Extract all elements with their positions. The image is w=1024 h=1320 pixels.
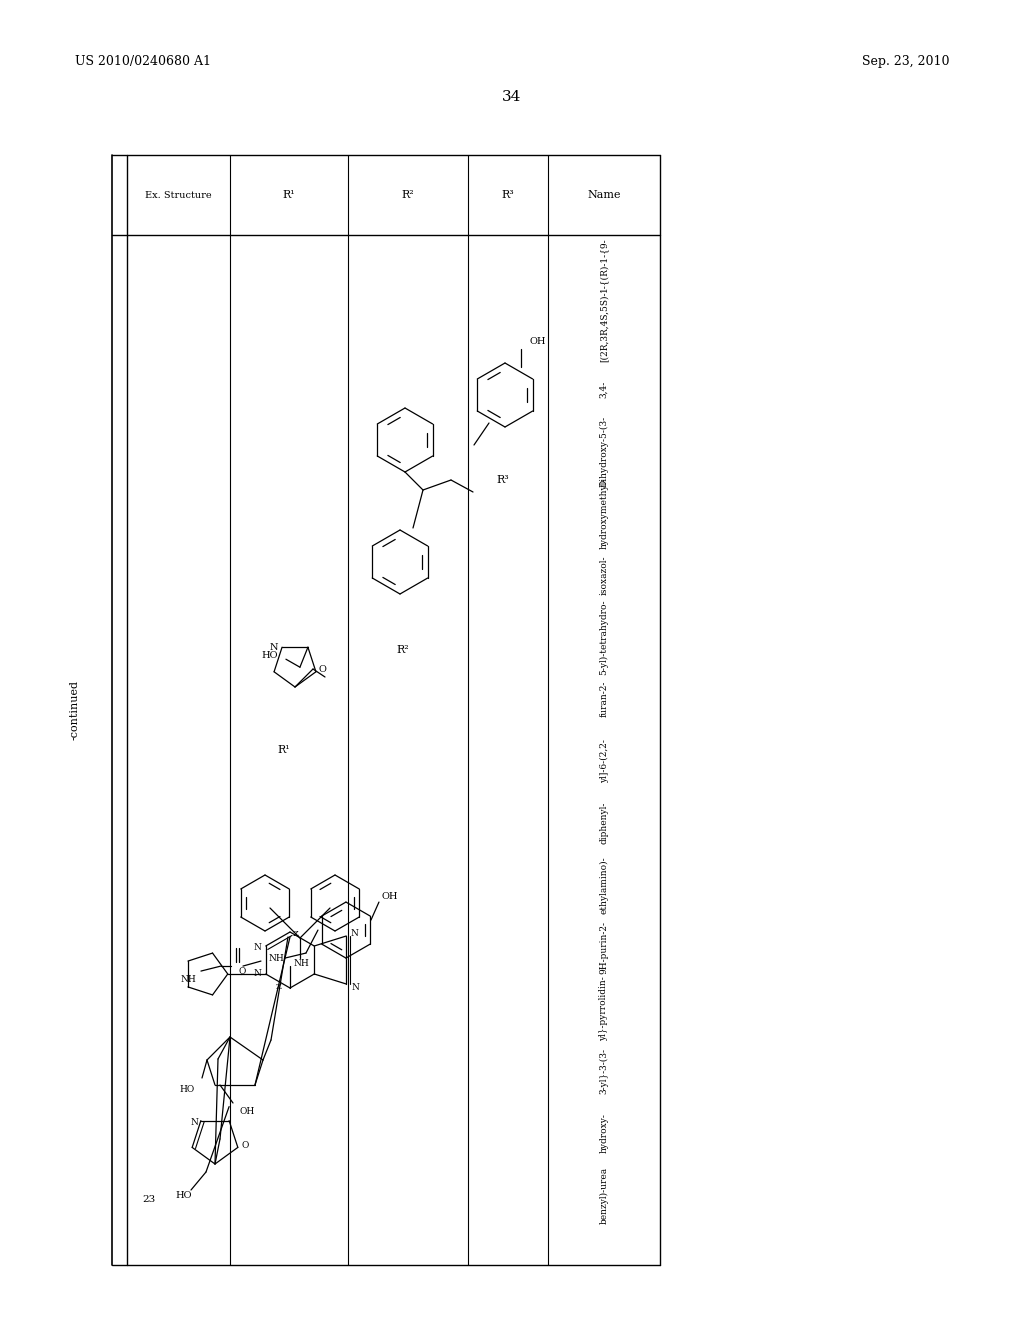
Text: R²: R² [396, 645, 410, 655]
Text: hydroxymethyl-: hydroxymethyl- [599, 478, 608, 549]
Text: ethylamino)-: ethylamino)- [599, 857, 608, 913]
Text: HO: HO [175, 1191, 191, 1200]
Text: R²: R² [401, 190, 415, 201]
Text: 3-yl}-3-(3-: 3-yl}-3-(3- [599, 1048, 608, 1094]
Text: N: N [190, 1118, 198, 1127]
Text: Name: Name [587, 190, 621, 201]
Text: NH: NH [180, 974, 196, 983]
Text: N: N [269, 643, 279, 652]
Text: Dihydroxy-5-(3-: Dihydroxy-5-(3- [599, 416, 608, 487]
Text: R¹: R¹ [283, 190, 295, 201]
Text: hydroxy-: hydroxy- [599, 1113, 608, 1152]
Text: yl}-pyrrolidin-: yl}-pyrrolidin- [599, 977, 608, 1041]
Text: 5-yl)-tetrahydro-: 5-yl)-tetrahydro- [599, 599, 608, 675]
Text: 34: 34 [503, 90, 521, 104]
Text: Ex. Structure: Ex. Structure [145, 190, 212, 199]
Text: O: O [239, 966, 247, 975]
Text: Z: Z [276, 983, 282, 991]
Text: Z: Z [293, 931, 299, 939]
Text: O: O [318, 665, 327, 675]
Text: O: O [242, 1140, 249, 1150]
Text: isoxazol-: isoxazol- [599, 556, 608, 595]
Text: furan-2-: furan-2- [599, 681, 608, 717]
Text: R³: R³ [502, 190, 514, 201]
Text: 9H-purin-2-: 9H-purin-2- [599, 920, 608, 974]
Text: US 2010/0240680 A1: US 2010/0240680 A1 [75, 55, 211, 69]
Text: R³: R³ [497, 475, 509, 484]
Text: OH: OH [529, 338, 546, 346]
Text: 1-{(R)-1-{9-: 1-{(R)-1-{9- [599, 238, 608, 292]
Text: HO: HO [262, 651, 279, 660]
Text: N: N [254, 942, 262, 952]
Text: Sep. 23, 2010: Sep. 23, 2010 [862, 55, 950, 69]
Text: [(2R,3R,4S,5S)-: [(2R,3R,4S,5S)- [599, 292, 608, 362]
Text: 3,4-: 3,4- [599, 380, 608, 397]
Text: HO: HO [180, 1085, 195, 1094]
Text: 23: 23 [142, 1196, 155, 1204]
Text: N: N [254, 969, 262, 978]
Text: N: N [351, 982, 359, 991]
Text: OH: OH [239, 1106, 254, 1115]
Text: N: N [350, 929, 358, 939]
Text: OH: OH [382, 891, 398, 900]
Text: benzyl)-urea: benzyl)-urea [599, 1167, 608, 1224]
Text: -continued: -continued [70, 680, 80, 741]
Text: NH: NH [293, 958, 309, 968]
Text: NH: NH [269, 953, 285, 962]
Text: R¹: R¹ [278, 744, 291, 755]
Text: diphenyl-: diphenyl- [599, 801, 608, 845]
Text: yl]-6-(2,2-: yl]-6-(2,2- [599, 739, 608, 783]
